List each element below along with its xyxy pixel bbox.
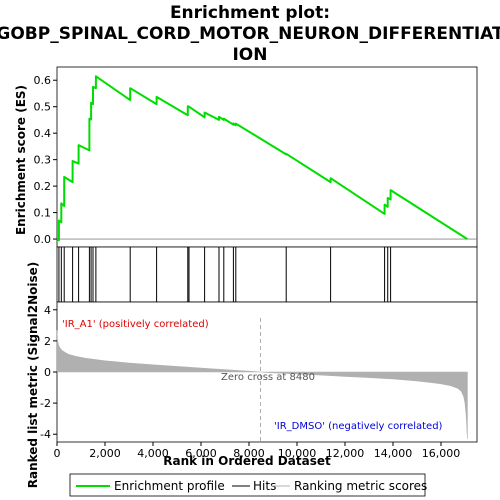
es-y-tick-label: 0.0 (34, 233, 52, 246)
legend-box (69, 473, 426, 497)
es-y-tick-label: 0.3 (34, 154, 52, 167)
es-axis-ticks: 0.0 0.1 0.2 0.3 0.4 0.5 0.6 (34, 74, 57, 246)
legend-es-label: Enrichment profile (114, 479, 225, 493)
es-y-tick-label: 0.4 (34, 127, 52, 140)
x-tick-label: 6,000 (185, 447, 217, 460)
es-y-axis-label: Enrichment score (ES) (14, 85, 28, 235)
positive-correlation-label: 'IR_A1' (positively correlated) (62, 319, 209, 330)
legend-hits-label: Hits (253, 479, 276, 493)
x-tick-label: 16,000 (422, 447, 461, 460)
rank-y-tick-label: 0 (44, 366, 51, 379)
x-tick-label: 10,000 (278, 447, 317, 460)
zero-cross-label: Zero cross at 8480 (221, 372, 315, 383)
x-tick-label: 12,000 (326, 447, 365, 460)
x-tick-label: 8,000 (233, 447, 265, 460)
enrichment-profile-group (56, 75, 468, 242)
rank-y-axis-label: Ranked list metric (Signal2Noise) (26, 262, 40, 489)
enrichment-profile-line (56, 75, 468, 242)
x-tick-label: 2,000 (89, 447, 121, 460)
rank-y-tick-label: -2 (40, 397, 51, 410)
x-tick-label: 0 (54, 447, 61, 460)
ranking-metric-area (56, 329, 468, 439)
hits-panel-frame (56, 246, 478, 303)
rank-y-tick-label: 4 (44, 304, 51, 317)
x-axis-label: Rank in Ordered Dataset (163, 454, 331, 468)
es-y-tick-label: 0.5 (34, 101, 52, 114)
es-y-tick-label: 0.6 (34, 74, 52, 87)
x-tick-label: 14,000 (374, 447, 413, 460)
es-y-tick-label: 0.2 (34, 180, 52, 193)
chart-title-line-3: ION (232, 45, 267, 65)
negative-correlation-label: 'IR_DMSO' (negatively correlated) (274, 421, 443, 432)
legend-metric-label: Ranking metric scores (294, 479, 427, 493)
chart-title-line-1: Enrichment plot: (170, 3, 330, 23)
chart-title-line-2: GOBP_SPINAL_CORD_MOTOR_NEURON_DIFFERENTI… (0, 24, 500, 44)
rank-axis-ticks: 4 2 0 -2 -4 (40, 304, 57, 441)
ranking-metric-group (56, 318, 468, 442)
es-y-tick-label: 0.1 (34, 207, 52, 220)
hits-group (58, 247, 392, 302)
rank-y-tick-label: 2 (44, 335, 51, 348)
x-axis-ticks: 0 2,000 4,000 6,000 8,000 10,000 12,000 14,000 1… (54, 442, 461, 460)
x-tick-label: 4,000 (137, 447, 169, 460)
rank-y-tick-label: -4 (40, 428, 51, 441)
